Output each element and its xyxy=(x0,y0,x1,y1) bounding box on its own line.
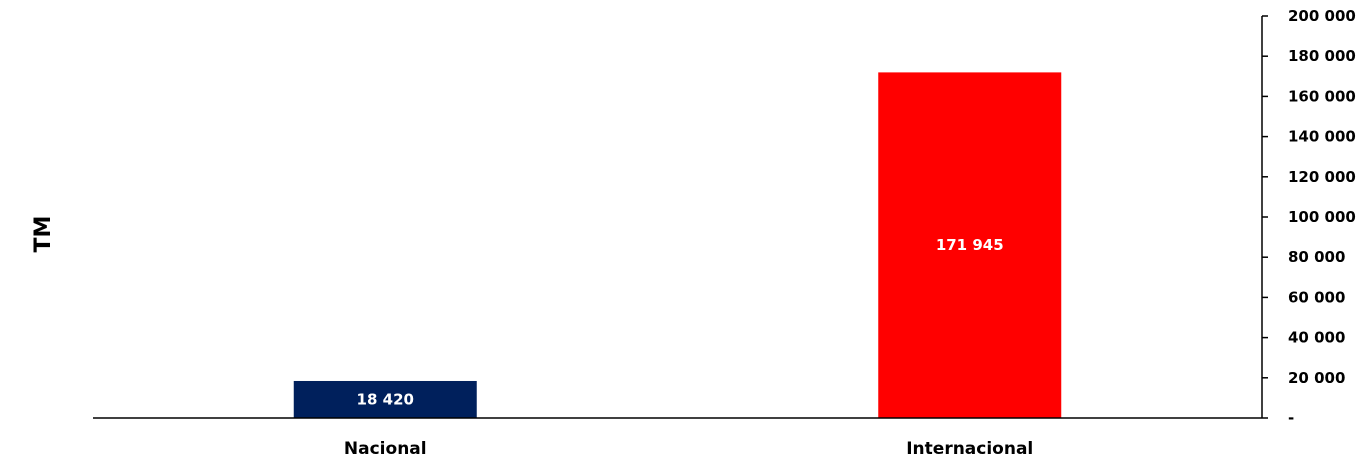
x-category-label: Internacional xyxy=(906,439,1033,457)
bar-internacional xyxy=(878,72,1062,418)
y-tick-label: 20 000 xyxy=(1288,369,1345,387)
data-label-nacional: 18 420 xyxy=(357,390,414,408)
y-ticks-layer: - 20 000 40 000 60 000 80 000 100 000 120 000 1… xyxy=(1262,7,1356,427)
y-tick-label: - xyxy=(1288,409,1294,427)
y-tick-label: 120 000 xyxy=(1288,168,1356,186)
x-category-label: Nacional xyxy=(344,439,427,457)
bar-nacional xyxy=(293,380,477,418)
y-tick-label: 200 000 xyxy=(1288,7,1356,25)
y-tick-label: 140 000 xyxy=(1288,128,1356,146)
bars-layer xyxy=(293,72,1062,418)
y-axis-title: TM xyxy=(31,216,56,253)
y-tick-label: 60 000 xyxy=(1288,288,1345,306)
y-tick-label: 180 000 xyxy=(1288,47,1356,65)
labels-layer: 18 420 Nacional 171 945 Internacional xyxy=(344,236,1033,457)
y-tick-label: 80 000 xyxy=(1288,248,1345,266)
y-tick-label: 100 000 xyxy=(1288,208,1356,226)
data-label-internacional: 171 945 xyxy=(936,236,1004,254)
y-tick-label: 160 000 xyxy=(1288,87,1356,105)
y-tick-label: 40 000 xyxy=(1288,329,1345,347)
